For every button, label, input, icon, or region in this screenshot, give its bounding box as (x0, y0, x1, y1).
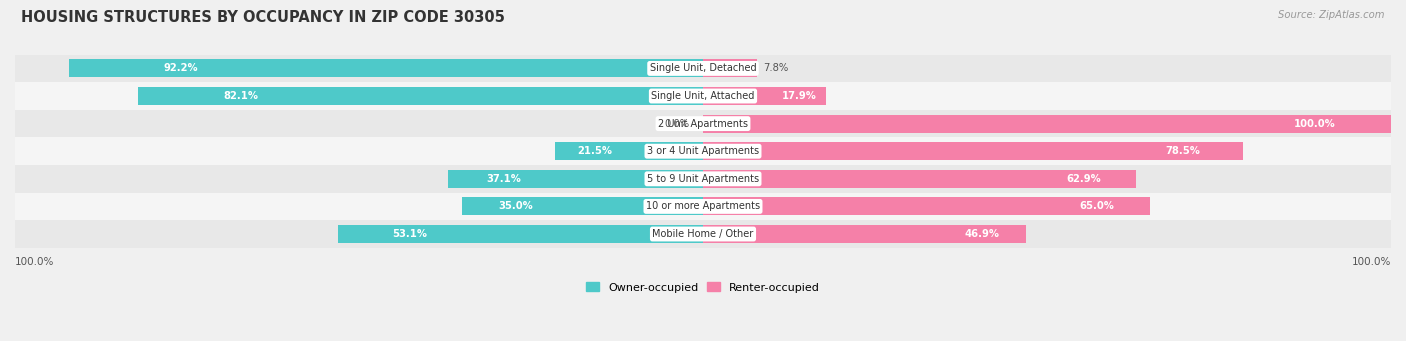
Bar (555, 142, 703, 160)
Bar (138, 87, 703, 105)
Text: 46.9%: 46.9% (965, 229, 1000, 239)
Bar (703, 115, 1391, 133)
Text: 100.0%: 100.0% (1351, 257, 1391, 267)
Text: 10 or more Apartments: 10 or more Apartments (645, 202, 761, 211)
Text: 100.0%: 100.0% (15, 257, 55, 267)
Text: 37.1%: 37.1% (486, 174, 520, 184)
Text: 100.0%: 100.0% (1294, 119, 1336, 129)
Bar (463, 197, 703, 216)
Text: 92.2%: 92.2% (165, 63, 198, 73)
Bar (15, 220, 1391, 248)
Bar (337, 225, 703, 243)
Bar (703, 59, 756, 77)
Text: 53.1%: 53.1% (392, 229, 427, 239)
Text: 2 Unit Apartments: 2 Unit Apartments (658, 119, 748, 129)
Text: 17.9%: 17.9% (782, 91, 817, 101)
Bar (447, 170, 703, 188)
Bar (703, 87, 827, 105)
Bar (15, 165, 1391, 193)
Text: 21.5%: 21.5% (578, 146, 612, 156)
Text: 35.0%: 35.0% (498, 202, 533, 211)
Bar (703, 197, 1150, 216)
Text: 5 to 9 Unit Apartments: 5 to 9 Unit Apartments (647, 174, 759, 184)
Bar (703, 225, 1025, 243)
Bar (15, 55, 1391, 82)
Text: 7.8%: 7.8% (763, 63, 789, 73)
Text: 78.5%: 78.5% (1166, 146, 1199, 156)
Bar (69, 59, 703, 77)
Text: 3 or 4 Unit Apartments: 3 or 4 Unit Apartments (647, 146, 759, 156)
Text: Single Unit, Detached: Single Unit, Detached (650, 63, 756, 73)
Legend: Owner-occupied, Renter-occupied: Owner-occupied, Renter-occupied (586, 282, 820, 293)
Text: HOUSING STRUCTURES BY OCCUPANCY IN ZIP CODE 30305: HOUSING STRUCTURES BY OCCUPANCY IN ZIP C… (21, 10, 505, 25)
Bar (15, 110, 1391, 137)
Text: 62.9%: 62.9% (1066, 174, 1101, 184)
Bar (15, 82, 1391, 110)
Bar (703, 142, 1243, 160)
Bar (15, 137, 1391, 165)
Bar (15, 193, 1391, 220)
Bar (703, 170, 1136, 188)
Text: 82.1%: 82.1% (224, 91, 257, 101)
Text: Single Unit, Attached: Single Unit, Attached (651, 91, 755, 101)
Text: 0.0%: 0.0% (664, 119, 689, 129)
Text: Mobile Home / Other: Mobile Home / Other (652, 229, 754, 239)
Text: Source: ZipAtlas.com: Source: ZipAtlas.com (1278, 10, 1385, 20)
Text: 65.0%: 65.0% (1080, 202, 1115, 211)
